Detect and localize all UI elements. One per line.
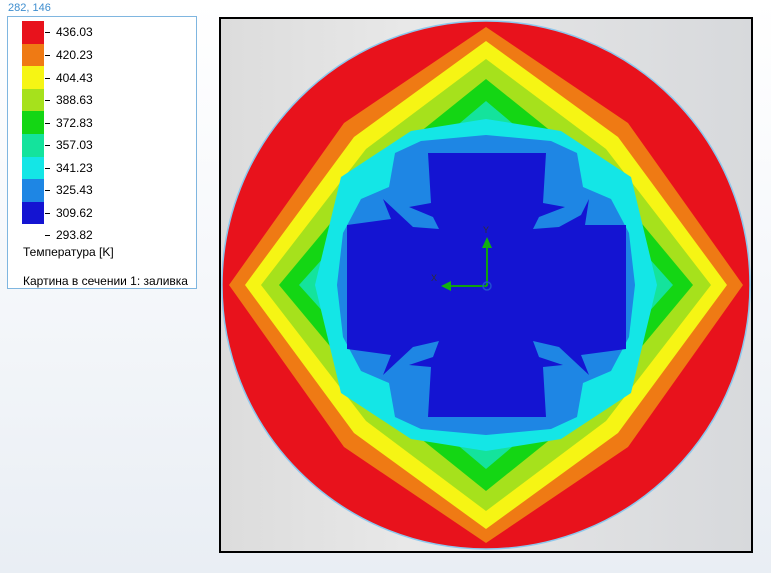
legend-swatch-1 [22,43,44,67]
legend-tick-mark [45,190,50,191]
legend-tick-mark [45,213,50,214]
legend-swatch-2 [22,66,44,89]
legend-swatch-6 [22,156,44,180]
legend-tick-mark [45,168,50,169]
legend-title: Температура [K] [23,245,114,259]
triad-x-label: X [431,273,437,283]
temperature-section-plot: Y X [221,20,751,550]
legend-tick-mark [45,55,50,56]
legend-swatch-5 [22,133,44,157]
legend-tick: 341.23 [56,161,93,175]
legend-tick-mark [45,235,50,236]
legend-tick: 293.82 [56,228,93,242]
legend-tick-mark [45,123,50,124]
triad-y-label: Y [483,225,489,235]
legend-tick-mark [45,78,50,79]
legend-tick: 404.43 [56,71,93,85]
graphics-viewport[interactable]: Y X [219,17,753,553]
legend-tick-mark [45,100,50,101]
legend-tick: 325.43 [56,183,93,197]
legend-swatch-4 [22,111,44,134]
legend-swatch-0 [22,21,44,44]
legend-color-bar [22,21,44,225]
legend-tick-mark [45,145,50,146]
legend-swatch-3 [22,88,44,112]
legend-tick: 309.62 [56,206,93,220]
legend-tick-mark [45,32,50,33]
color-legend[interactable]: 436.03 420.23 404.43 388.63 372.83 357.0… [7,16,197,289]
legend-tick: 420.23 [56,48,93,62]
legend-tick: 372.83 [56,116,93,130]
legend-plot-name: Картина в сечении 1: заливка [23,274,188,288]
coordinate-triad: Y X [431,225,492,291]
legend-tick: 388.63 [56,93,93,107]
legend-tick: 436.03 [56,25,93,39]
legend-swatch-7 [22,179,44,202]
cursor-coordinates: 282, 146 [8,2,51,14]
legend-swatch-8 [22,201,44,225]
legend-tick: 357.03 [56,138,93,152]
section-outline [221,20,751,550]
